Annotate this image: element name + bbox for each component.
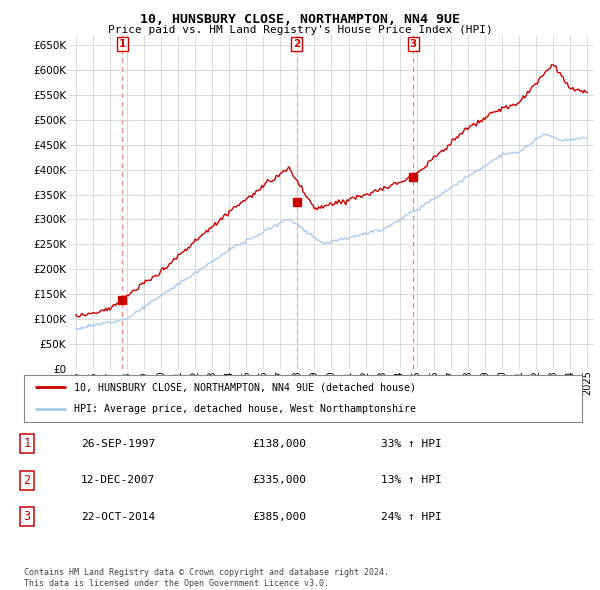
Text: £385,000: £385,000 bbox=[252, 512, 306, 522]
Text: 12-DEC-2007: 12-DEC-2007 bbox=[81, 476, 155, 485]
Text: £138,000: £138,000 bbox=[252, 439, 306, 448]
Text: 2: 2 bbox=[293, 39, 300, 49]
Text: 24% ↑ HPI: 24% ↑ HPI bbox=[381, 512, 442, 522]
Text: 3: 3 bbox=[410, 39, 417, 49]
Text: 3: 3 bbox=[23, 510, 31, 523]
Text: This data is licensed under the Open Government Licence v3.0.: This data is licensed under the Open Gov… bbox=[24, 579, 329, 588]
Text: 1: 1 bbox=[23, 437, 31, 450]
Text: HPI: Average price, detached house, West Northamptonshire: HPI: Average price, detached house, West… bbox=[74, 404, 416, 414]
Text: 22-OCT-2014: 22-OCT-2014 bbox=[81, 512, 155, 522]
Text: Contains HM Land Registry data © Crown copyright and database right 2024.: Contains HM Land Registry data © Crown c… bbox=[24, 568, 389, 576]
Text: 1: 1 bbox=[119, 39, 126, 49]
Text: 13% ↑ HPI: 13% ↑ HPI bbox=[381, 476, 442, 485]
Text: 33% ↑ HPI: 33% ↑ HPI bbox=[381, 439, 442, 448]
Text: 10, HUNSBURY CLOSE, NORTHAMPTON, NN4 9UE (detached house): 10, HUNSBURY CLOSE, NORTHAMPTON, NN4 9UE… bbox=[74, 382, 416, 392]
Text: £335,000: £335,000 bbox=[252, 476, 306, 485]
Text: Price paid vs. HM Land Registry's House Price Index (HPI): Price paid vs. HM Land Registry's House … bbox=[107, 25, 493, 35]
Text: 10, HUNSBURY CLOSE, NORTHAMPTON, NN4 9UE: 10, HUNSBURY CLOSE, NORTHAMPTON, NN4 9UE bbox=[140, 13, 460, 26]
Text: 26-SEP-1997: 26-SEP-1997 bbox=[81, 439, 155, 448]
Text: 2: 2 bbox=[23, 474, 31, 487]
